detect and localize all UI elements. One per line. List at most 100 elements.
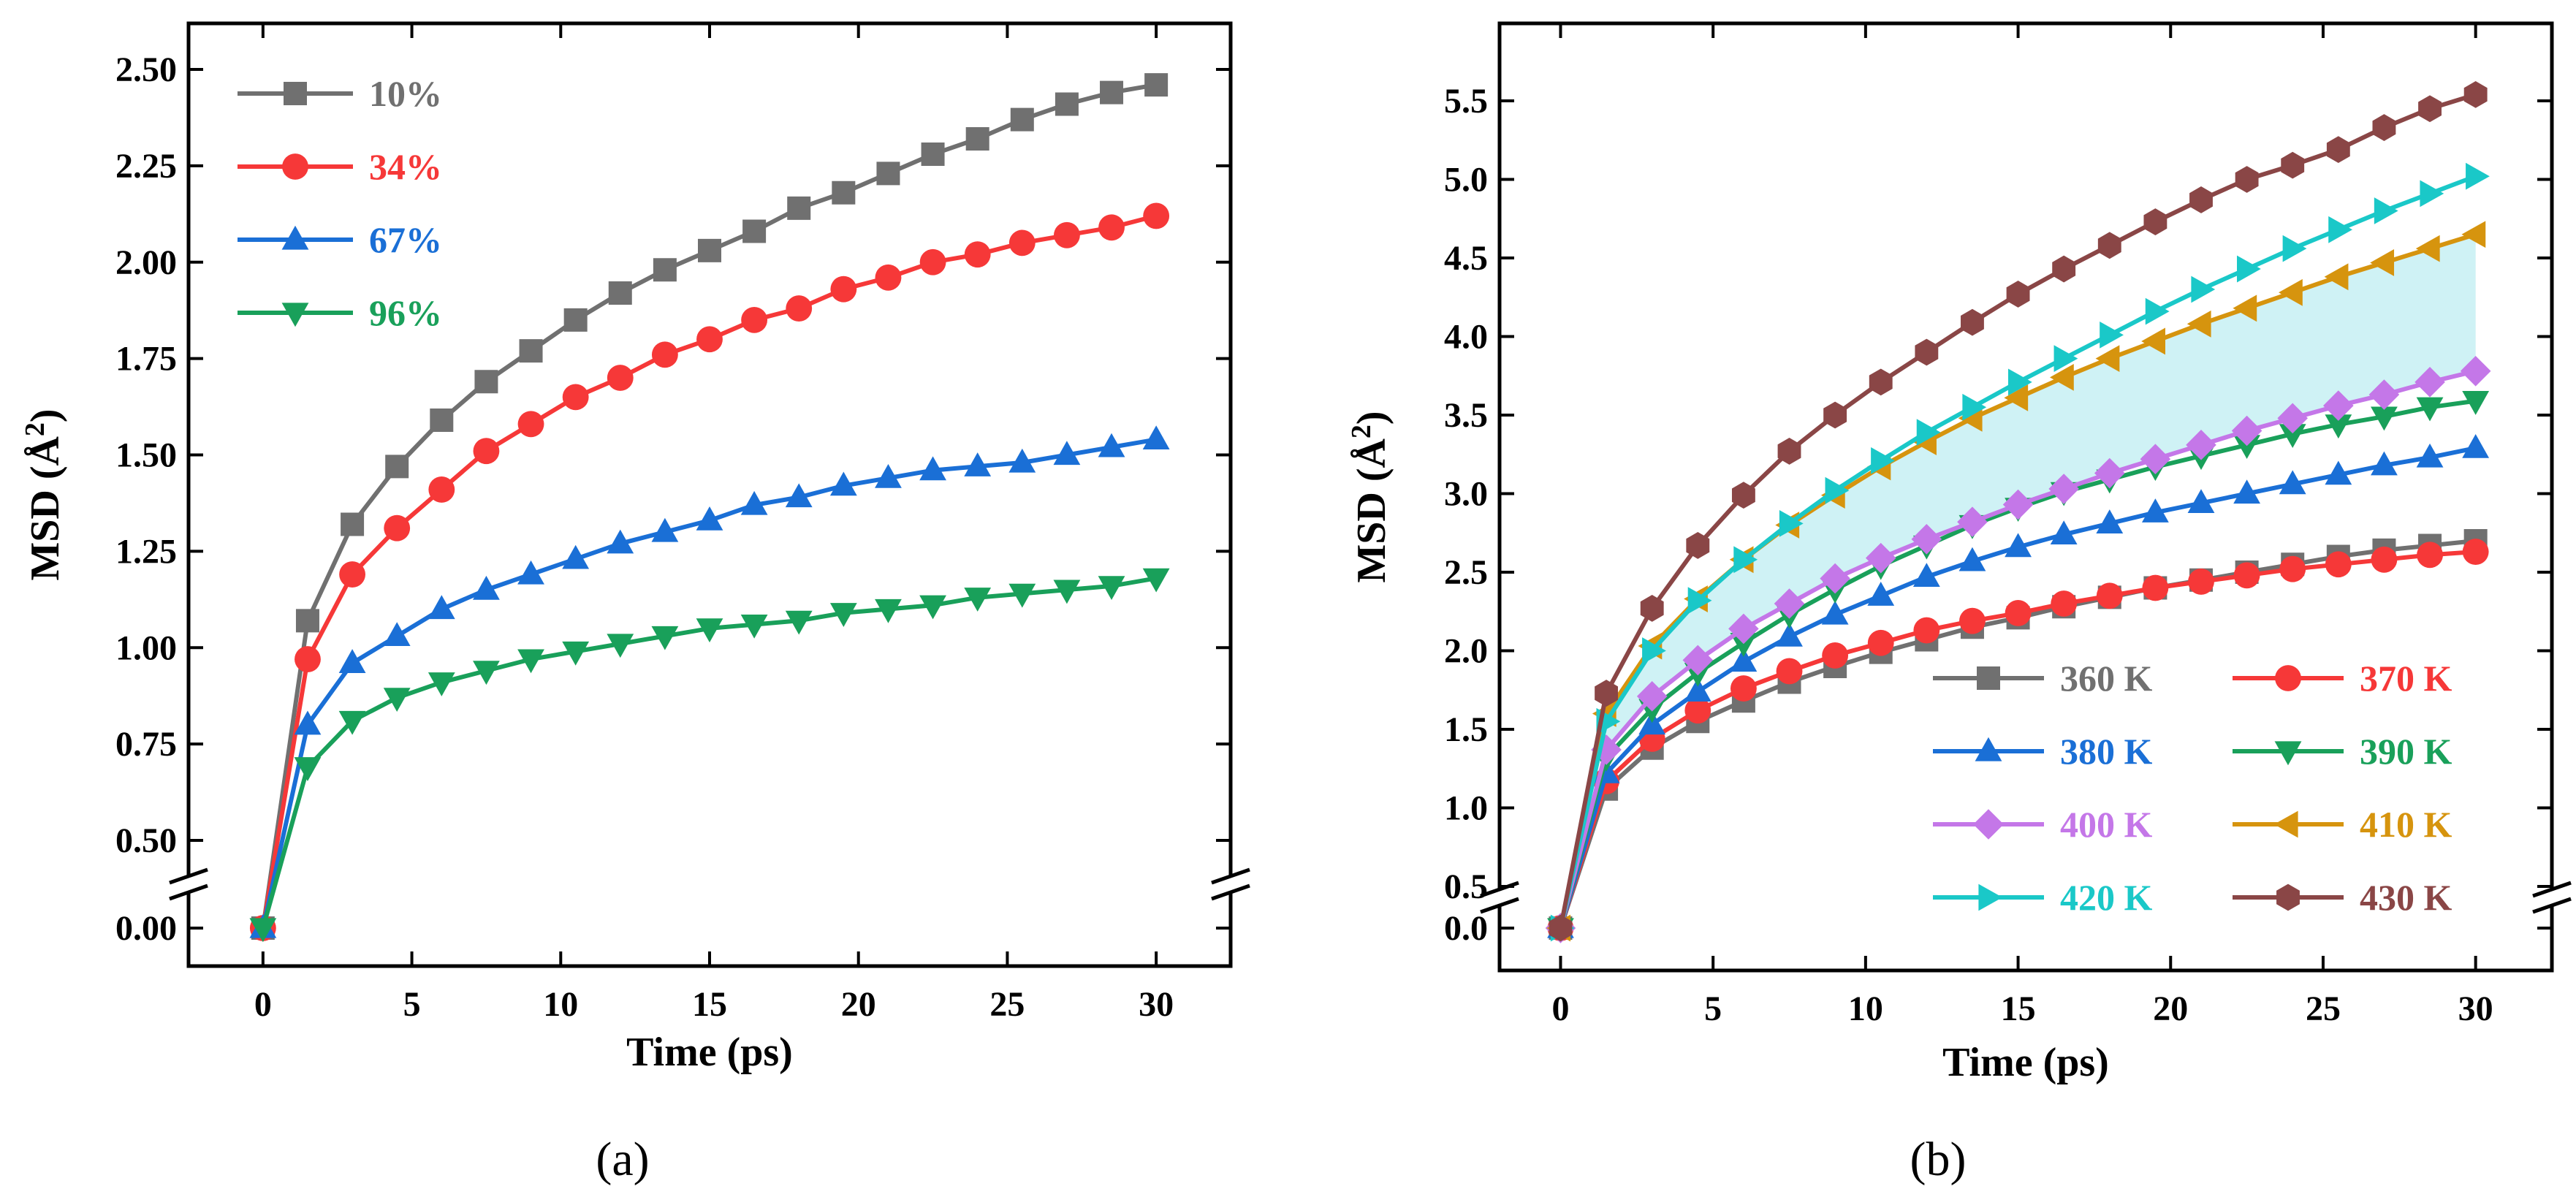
panel-b-point-420K: [2191, 276, 2216, 303]
panel-b-point-430K: [1549, 914, 1573, 942]
panel-a-ylabel: MSD (Å2): [20, 408, 68, 580]
panel-a-point-34: [786, 295, 813, 322]
panel-b-point-420K: [2282, 235, 2307, 262]
panel-a-point-10: [563, 308, 588, 332]
panel-b-point-370K: [1822, 642, 1849, 669]
panel-a-point-67: [1008, 448, 1036, 473]
panel-b-xtick-label: 20: [2153, 989, 2188, 1028]
panel-b-ytick-label: 4.5: [1444, 239, 1488, 278]
panel-b-point-380K: [1821, 600, 1849, 625]
panel-a-break-mark: [169, 884, 208, 901]
panel-a-ytick-label: 2.00: [115, 243, 177, 282]
panel-a-point-67: [964, 452, 992, 476]
panel-a-point-10: [385, 455, 409, 479]
panel-b-ytick-label: 5.5: [1444, 82, 1488, 121]
panel-a-point-67: [651, 517, 679, 542]
panel-b-legend-marker-360K: [1977, 666, 2000, 690]
panel-a-point-96: [964, 588, 992, 612]
panel-b-point-420K: [1779, 509, 1804, 537]
panel-b-point-400K: [2002, 489, 2034, 520]
panel-a-point-10: [653, 258, 677, 282]
panel-b-legend-marker-420K: [1978, 884, 2003, 911]
panel-b-legend-marker-400K: [1973, 809, 2004, 840]
panel-b-legend-marker-430K: [2276, 884, 2300, 911]
panel-a-point-96: [829, 603, 857, 627]
panel-b-break-mark: [1480, 897, 1519, 914]
panel-b-point-400K: [2048, 474, 2079, 504]
panel-a-point-67: [428, 595, 455, 620]
panel-b-point-370K: [2417, 542, 2443, 569]
panel-b-break-gap: [2533, 889, 2571, 906]
panel-b-point-430K: [2326, 136, 2350, 164]
panel-a-break-gap: [1212, 875, 1250, 893]
panel-b-point-410K: [2141, 327, 2165, 355]
panel-b-point-380K: [2096, 509, 2124, 533]
panel-a-frame: [186, 21, 1233, 968]
panel-b-point-420K: [1962, 393, 1987, 421]
panel-a-point-96: [696, 618, 723, 643]
panel-b-point-420K: [2466, 162, 2490, 190]
panel-b-ytick-label: 1.5: [1444, 710, 1488, 749]
panel-a-point-67: [562, 544, 590, 569]
panel-a-point-96: [517, 649, 544, 674]
panel-a-ytick-label: 0.75: [115, 725, 177, 764]
panel-b-point-390K: [2371, 406, 2398, 431]
panel-b-ytick-label: 0.5: [1444, 867, 1488, 906]
panel-b-point-410K: [2186, 310, 2211, 338]
panel-a-ytick-label: 0.00: [115, 909, 177, 948]
panel-a-ytick-label: 1.50: [115, 436, 177, 475]
panel-a-xtick-label: 0: [254, 985, 272, 1024]
panel-b-point-370K: [1867, 629, 1894, 656]
panel-b-point-430K: [1686, 532, 1710, 559]
panel-a-xlabel: Time (ps): [626, 1030, 793, 1075]
panel-b-point-390K: [2233, 435, 2261, 460]
panel-a-point-96: [607, 634, 634, 658]
panel-b-ylabel-suffix: ): [1349, 411, 1394, 425]
panel-b-point-430K: [2463, 81, 2488, 108]
panel-a-point-10: [1100, 80, 1124, 104]
panel-b-xtick-label: 0: [1551, 989, 1569, 1028]
panel-b-point-390K: [2325, 414, 2352, 439]
panel-b-legend-marker-410K: [2273, 810, 2298, 838]
panel-a-point-67: [875, 463, 902, 488]
panel-b-point-420K: [1642, 637, 1666, 664]
panel-b-point-400K: [2186, 430, 2216, 460]
panel-a-point-34: [1053, 221, 1080, 248]
panel-b-point-380K: [2371, 451, 2398, 476]
panel-a-point-10: [430, 408, 454, 433]
panel-b-point-400K: [1636, 681, 1668, 712]
panel-a-point-96: [383, 688, 411, 712]
panel-b-legend-label-400K: 400 K: [2060, 804, 2153, 845]
panel-a-point-96: [651, 626, 679, 650]
panel-b-point-410K: [2370, 249, 2395, 276]
panel-b-point-370K: [2188, 568, 2214, 595]
panel-a-point-34: [1008, 229, 1036, 256]
panel-b-point-400K: [1820, 563, 1850, 594]
panel-a-point-10: [608, 281, 632, 305]
panel-a-point-34: [607, 365, 634, 391]
panel-a-point-10: [341, 512, 365, 536]
panel-b-point-400K: [2414, 367, 2445, 398]
panel-a-break-mark: [1211, 884, 1250, 901]
panel-a-break-mark: [169, 867, 208, 885]
panel-b-point-420K: [2420, 180, 2444, 208]
panel-b-point-380K: [2279, 470, 2306, 495]
panel-a-legend-marker-10: [284, 82, 307, 105]
panel-a-xtick-label: 10: [543, 985, 578, 1024]
panel-b-point-400K: [2277, 403, 2309, 434]
panel-a-point-96: [338, 710, 366, 735]
panel-b-point-420K: [1733, 546, 1758, 574]
panel-a-ytick-label: 2.50: [115, 50, 177, 89]
panel-b-gridticks: [1500, 23, 2552, 970]
panel-b-point-370K: [1959, 607, 1986, 634]
panel-a: 0 5 10 15 20 25 30 0.00 0.50 0.75 1.00 1.25 1.50 1.75…: [20, 21, 1250, 1186]
panel-b-xlabel: Time (ps): [1942, 1040, 2109, 1085]
panel-b-point-430K: [2006, 281, 2030, 308]
panel-b-break-mark: [2532, 897, 2572, 914]
panel-a-point-67: [1098, 433, 1125, 457]
panel-b-legend-marker-390K: [2274, 741, 2302, 766]
panel-a-point-34: [1143, 202, 1170, 229]
panel-b-ytick-label: 0.0: [1444, 909, 1488, 948]
panel-a-point-96: [249, 918, 277, 943]
